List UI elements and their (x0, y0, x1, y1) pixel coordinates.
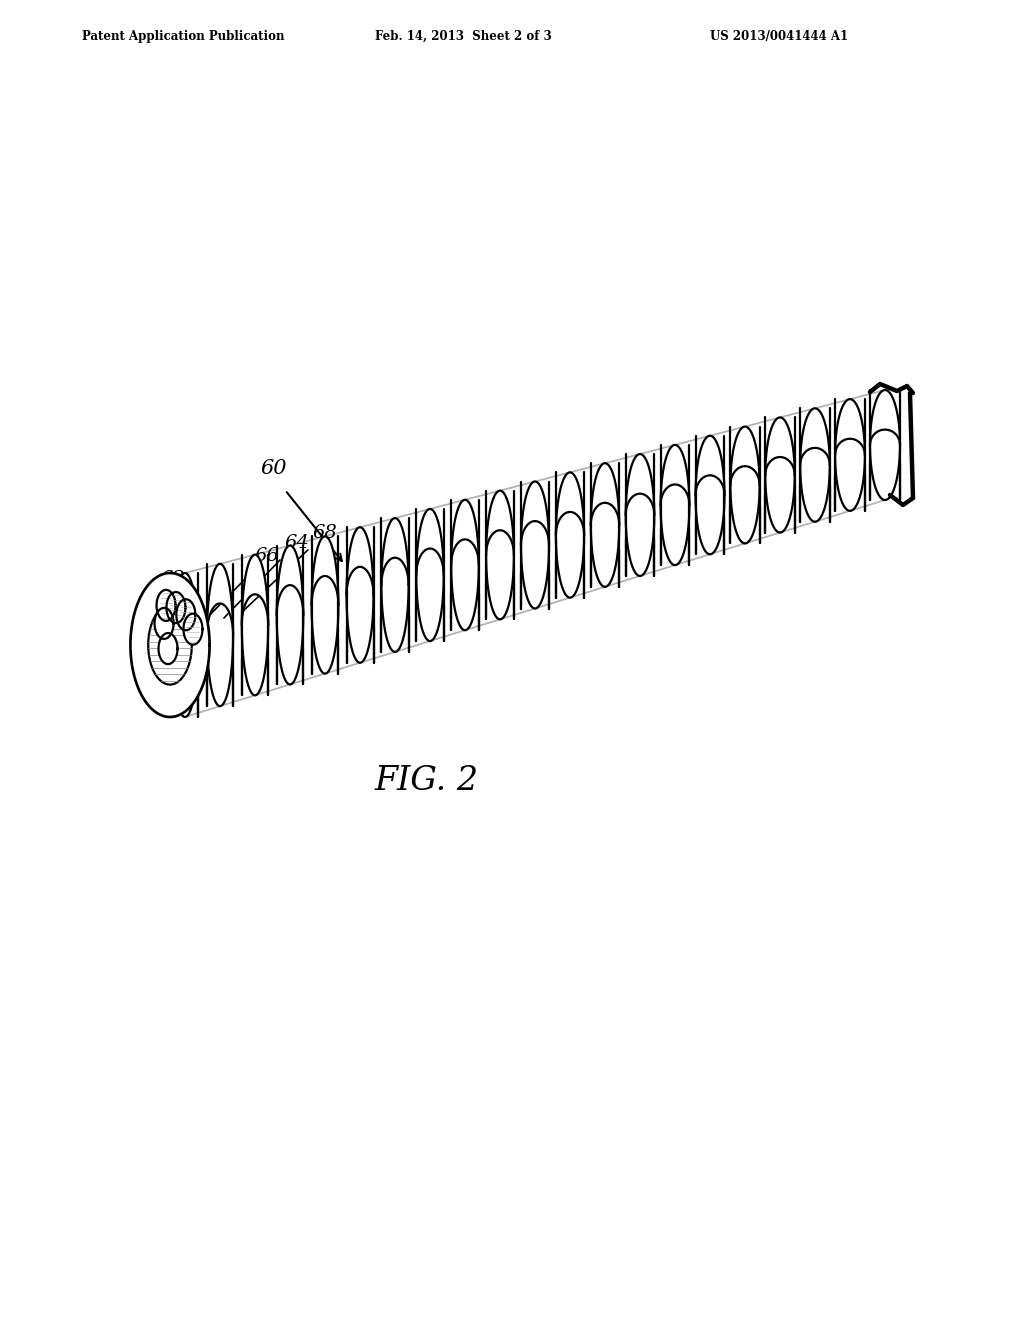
Polygon shape (486, 491, 514, 554)
Polygon shape (207, 564, 233, 635)
Text: 64: 64 (284, 535, 309, 552)
Polygon shape (836, 399, 865, 455)
Polygon shape (167, 593, 185, 623)
Polygon shape (765, 417, 795, 475)
Polygon shape (242, 554, 268, 624)
Text: FIG. 2: FIG. 2 (375, 766, 479, 797)
Polygon shape (521, 482, 549, 545)
Polygon shape (417, 510, 443, 576)
Polygon shape (172, 573, 198, 645)
Polygon shape (695, 436, 725, 495)
Polygon shape (800, 408, 829, 465)
Polygon shape (870, 389, 900, 445)
Text: US 2013/0041444 A1: US 2013/0041444 A1 (710, 30, 848, 44)
Text: 62: 62 (160, 570, 184, 587)
Polygon shape (183, 614, 203, 644)
Polygon shape (311, 536, 338, 605)
Polygon shape (660, 445, 689, 506)
Polygon shape (556, 473, 584, 535)
Polygon shape (730, 426, 760, 484)
Polygon shape (157, 590, 175, 620)
Polygon shape (346, 527, 374, 595)
Polygon shape (130, 573, 210, 717)
Polygon shape (276, 545, 303, 615)
Text: 68: 68 (312, 524, 337, 543)
Polygon shape (159, 634, 177, 664)
Text: 60: 60 (260, 459, 287, 478)
Polygon shape (452, 500, 479, 565)
Polygon shape (626, 454, 654, 515)
Text: 66: 66 (254, 546, 279, 565)
Polygon shape (591, 463, 620, 525)
Polygon shape (176, 599, 196, 630)
Text: Feb. 14, 2013  Sheet 2 of 3: Feb. 14, 2013 Sheet 2 of 3 (375, 30, 552, 44)
Polygon shape (381, 519, 409, 585)
Text: Patent Application Publication: Patent Application Publication (82, 30, 285, 44)
Polygon shape (155, 609, 173, 639)
